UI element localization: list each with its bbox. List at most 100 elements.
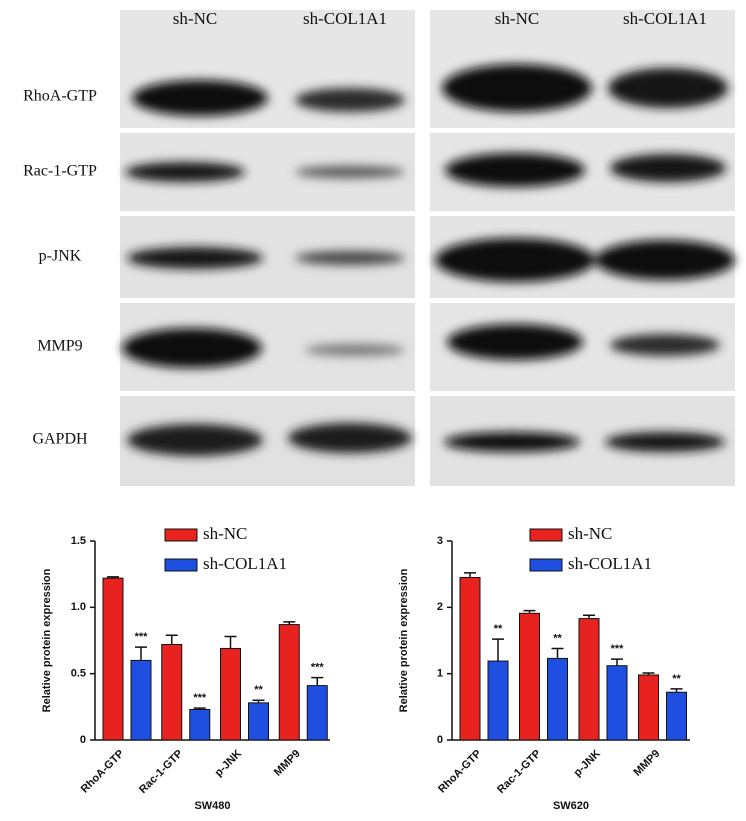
error-bar bbox=[583, 614, 595, 619]
x-tick-label: MMP9 bbox=[272, 748, 303, 779]
significance-label: *** bbox=[193, 692, 207, 704]
x-axis-title: SW620 bbox=[553, 800, 589, 812]
significance-label: ** bbox=[254, 684, 263, 696]
y-tick-label: 2 bbox=[437, 601, 443, 613]
y-tick-label: 0 bbox=[437, 734, 443, 746]
bar bbox=[189, 708, 211, 741]
y-axis-title: Relative protein expression bbox=[398, 568, 410, 712]
bar bbox=[102, 577, 124, 741]
significance-label: *** bbox=[135, 631, 149, 643]
band bbox=[610, 334, 720, 356]
column-label: sh-NC bbox=[173, 9, 217, 28]
significance-label: *** bbox=[611, 643, 625, 655]
bar bbox=[306, 685, 328, 741]
band bbox=[305, 344, 405, 356]
bar bbox=[248, 702, 269, 741]
band bbox=[127, 247, 263, 269]
blot-labels: sh-NC sh-COL1A1 sh-NC sh-COL1A1 RhoA-GTP… bbox=[23, 9, 707, 448]
error-bar bbox=[551, 647, 564, 659]
x-tick-label: Rac-1-GTP bbox=[495, 748, 543, 796]
x-tick-label: p-JNK bbox=[572, 748, 603, 779]
bar bbox=[130, 659, 152, 741]
band bbox=[444, 432, 580, 452]
row-label: RhoA-GTP bbox=[23, 88, 97, 105]
y-tick-label: 1.0 bbox=[71, 601, 86, 613]
significance-label: ** bbox=[672, 673, 681, 685]
band bbox=[122, 328, 262, 368]
band bbox=[605, 432, 725, 452]
bar bbox=[459, 576, 481, 741]
bar bbox=[278, 624, 300, 741]
significance-label: *** bbox=[311, 662, 325, 674]
error-bar bbox=[283, 621, 296, 625]
bar bbox=[161, 643, 183, 741]
y-axis-title: Relative protein expression bbox=[41, 568, 53, 712]
column-label: sh-COL1A1 bbox=[303, 9, 387, 28]
band bbox=[447, 324, 583, 360]
x-tick-label: Rac-1-GTP bbox=[137, 748, 185, 796]
significance-label: ** bbox=[494, 623, 503, 635]
band bbox=[445, 153, 585, 187]
significance-label: ** bbox=[553, 632, 562, 644]
band bbox=[288, 423, 412, 453]
row-label: p-JNK bbox=[39, 248, 82, 265]
y-tick-label: 3 bbox=[437, 535, 443, 547]
x-tick-label: RhoA-GTP bbox=[79, 748, 127, 796]
x-tick-label: MMP9 bbox=[631, 748, 662, 779]
legend-swatch bbox=[164, 528, 198, 542]
bar bbox=[547, 657, 568, 741]
y-tick-label: 0 bbox=[80, 734, 86, 746]
row-label: GAPDH bbox=[32, 431, 88, 448]
band bbox=[295, 251, 405, 265]
legend-label: sh-COL1A1 bbox=[203, 554, 287, 573]
error-bar bbox=[252, 699, 265, 703]
bar bbox=[638, 674, 659, 741]
legend-label: sh-NC bbox=[203, 524, 247, 543]
error-bar bbox=[193, 707, 206, 710]
error-bar bbox=[165, 634, 178, 645]
legend-swatch bbox=[529, 528, 563, 542]
row-label: MMP9 bbox=[37, 338, 82, 355]
bar bbox=[519, 612, 540, 741]
bar bbox=[606, 665, 628, 741]
y-tick-label: 0.5 bbox=[71, 668, 86, 680]
band bbox=[295, 166, 405, 178]
error-bar bbox=[492, 638, 504, 662]
blot-bands bbox=[122, 64, 735, 456]
error-bar bbox=[224, 635, 237, 649]
band bbox=[125, 162, 245, 182]
error-bar bbox=[611, 658, 623, 666]
column-label: sh-COL1A1 bbox=[623, 9, 707, 28]
x-tick-label: RhoA-GTP bbox=[436, 748, 484, 796]
error-bar bbox=[107, 576, 119, 579]
error-bar bbox=[523, 609, 536, 614]
column-label: sh-NC bbox=[495, 9, 539, 28]
band bbox=[132, 80, 268, 116]
error-bar bbox=[135, 646, 147, 661]
y-tick-label: 1 bbox=[437, 668, 443, 680]
row-label: Rac-1-GTP bbox=[23, 163, 97, 180]
band bbox=[595, 240, 735, 280]
bar bbox=[578, 618, 600, 741]
x-tick-label: p-JNK bbox=[213, 748, 244, 779]
error-bar bbox=[464, 572, 476, 578]
error-bar bbox=[670, 688, 683, 693]
band bbox=[608, 68, 728, 108]
legend-label: sh-COL1A1 bbox=[568, 554, 652, 573]
bar bbox=[487, 660, 509, 741]
bar bbox=[220, 647, 241, 741]
bar bbox=[666, 691, 687, 741]
legend-swatch bbox=[164, 558, 198, 572]
band bbox=[610, 154, 726, 182]
band bbox=[295, 88, 405, 112]
legend-swatch bbox=[529, 558, 563, 572]
y-tick-label: 1.5 bbox=[71, 535, 86, 547]
band bbox=[435, 238, 595, 282]
band bbox=[442, 64, 592, 112]
error-bar bbox=[311, 676, 324, 686]
band bbox=[127, 424, 263, 456]
error-bar bbox=[642, 672, 655, 675]
x-axis-title: SW480 bbox=[194, 800, 230, 812]
